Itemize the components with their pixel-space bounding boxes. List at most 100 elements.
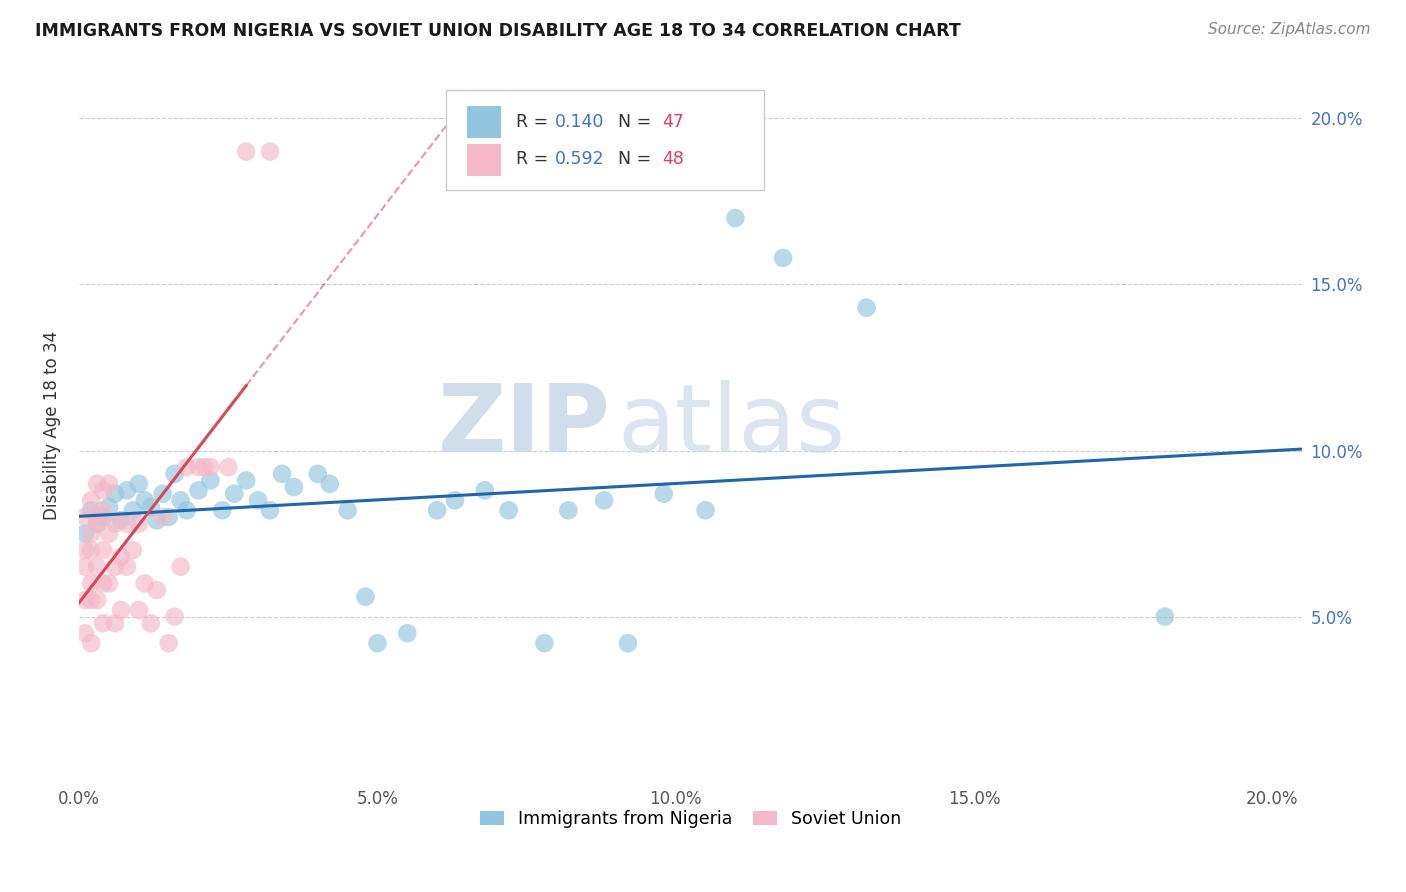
Point [176, 460, 198, 475]
Point [139, 616, 162, 631]
Point [80, 593, 103, 607]
Point [235, 145, 257, 159]
Text: N =: N = [607, 113, 657, 131]
Point [724, 211, 747, 225]
Point [235, 474, 257, 488]
Text: 48: 48 [662, 150, 685, 169]
Point [115, 559, 138, 574]
Point [426, 503, 449, 517]
Point [271, 467, 294, 481]
Point [193, 460, 215, 475]
Point [91, 543, 114, 558]
Point [557, 503, 579, 517]
Point [593, 493, 616, 508]
FancyBboxPatch shape [467, 105, 501, 137]
Point [176, 503, 198, 517]
Point [474, 483, 496, 498]
Point [772, 251, 794, 265]
Point [200, 460, 222, 475]
Point [134, 576, 156, 591]
Point [169, 559, 191, 574]
Point [110, 603, 132, 617]
Text: ZIP: ZIP [439, 380, 612, 472]
Point [128, 603, 150, 617]
Point [498, 503, 520, 517]
Point [75, 543, 97, 558]
Point [86, 510, 108, 524]
Point [217, 460, 239, 475]
Point [200, 474, 222, 488]
Point [75, 593, 97, 607]
Text: 0.140: 0.140 [555, 113, 605, 131]
Text: N =: N = [607, 150, 657, 169]
Point [104, 516, 127, 531]
Point [128, 476, 150, 491]
Point [128, 516, 150, 531]
Point [139, 500, 162, 514]
Point [163, 609, 186, 624]
Point [91, 576, 114, 591]
Point [86, 593, 108, 607]
Point [98, 576, 121, 591]
Point [121, 543, 143, 558]
Point [80, 576, 103, 591]
Point [98, 476, 121, 491]
Point [110, 549, 132, 564]
Point [1153, 609, 1175, 624]
Point [187, 460, 209, 475]
Point [91, 503, 114, 517]
FancyBboxPatch shape [467, 144, 501, 176]
Point [86, 516, 108, 531]
Point [695, 503, 717, 517]
Point [157, 636, 180, 650]
Point [211, 503, 233, 517]
Point [80, 543, 103, 558]
Point [75, 559, 97, 574]
Point [80, 636, 103, 650]
Point [80, 526, 103, 541]
Point [247, 493, 270, 508]
Point [86, 516, 108, 531]
Text: 0.592: 0.592 [555, 150, 605, 169]
Point [366, 636, 388, 650]
Point [115, 516, 138, 531]
Point [121, 503, 143, 517]
Point [259, 503, 281, 517]
Point [75, 626, 97, 640]
Point [80, 503, 103, 517]
Text: 47: 47 [662, 113, 685, 131]
Point [617, 636, 640, 650]
Text: atlas: atlas [617, 380, 845, 472]
Point [152, 486, 174, 500]
Point [855, 301, 877, 315]
Point [145, 582, 167, 597]
Point [115, 483, 138, 498]
Y-axis label: Disability Age 18 to 34: Disability Age 18 to 34 [44, 331, 60, 520]
Point [86, 559, 108, 574]
Point [98, 526, 121, 541]
Point [134, 493, 156, 508]
Point [444, 493, 467, 508]
Point [187, 483, 209, 498]
Point [319, 476, 342, 491]
Point [91, 510, 114, 524]
Point [396, 626, 419, 640]
Point [354, 590, 377, 604]
Point [259, 145, 281, 159]
Point [652, 486, 675, 500]
Point [307, 467, 329, 481]
Point [110, 513, 132, 527]
Point [80, 493, 103, 508]
Text: R =: R = [516, 113, 554, 131]
Point [169, 493, 191, 508]
Point [163, 467, 186, 481]
Text: R =: R = [516, 150, 554, 169]
Point [91, 483, 114, 498]
Legend: Immigrants from Nigeria, Soviet Union: Immigrants from Nigeria, Soviet Union [472, 803, 908, 835]
Text: IMMIGRANTS FROM NIGERIA VS SOVIET UNION DISABILITY AGE 18 TO 34 CORRELATION CHAR: IMMIGRANTS FROM NIGERIA VS SOVIET UNION … [35, 22, 960, 40]
Point [98, 500, 121, 514]
Point [104, 486, 127, 500]
Point [86, 476, 108, 491]
Point [145, 513, 167, 527]
Point [224, 486, 246, 500]
